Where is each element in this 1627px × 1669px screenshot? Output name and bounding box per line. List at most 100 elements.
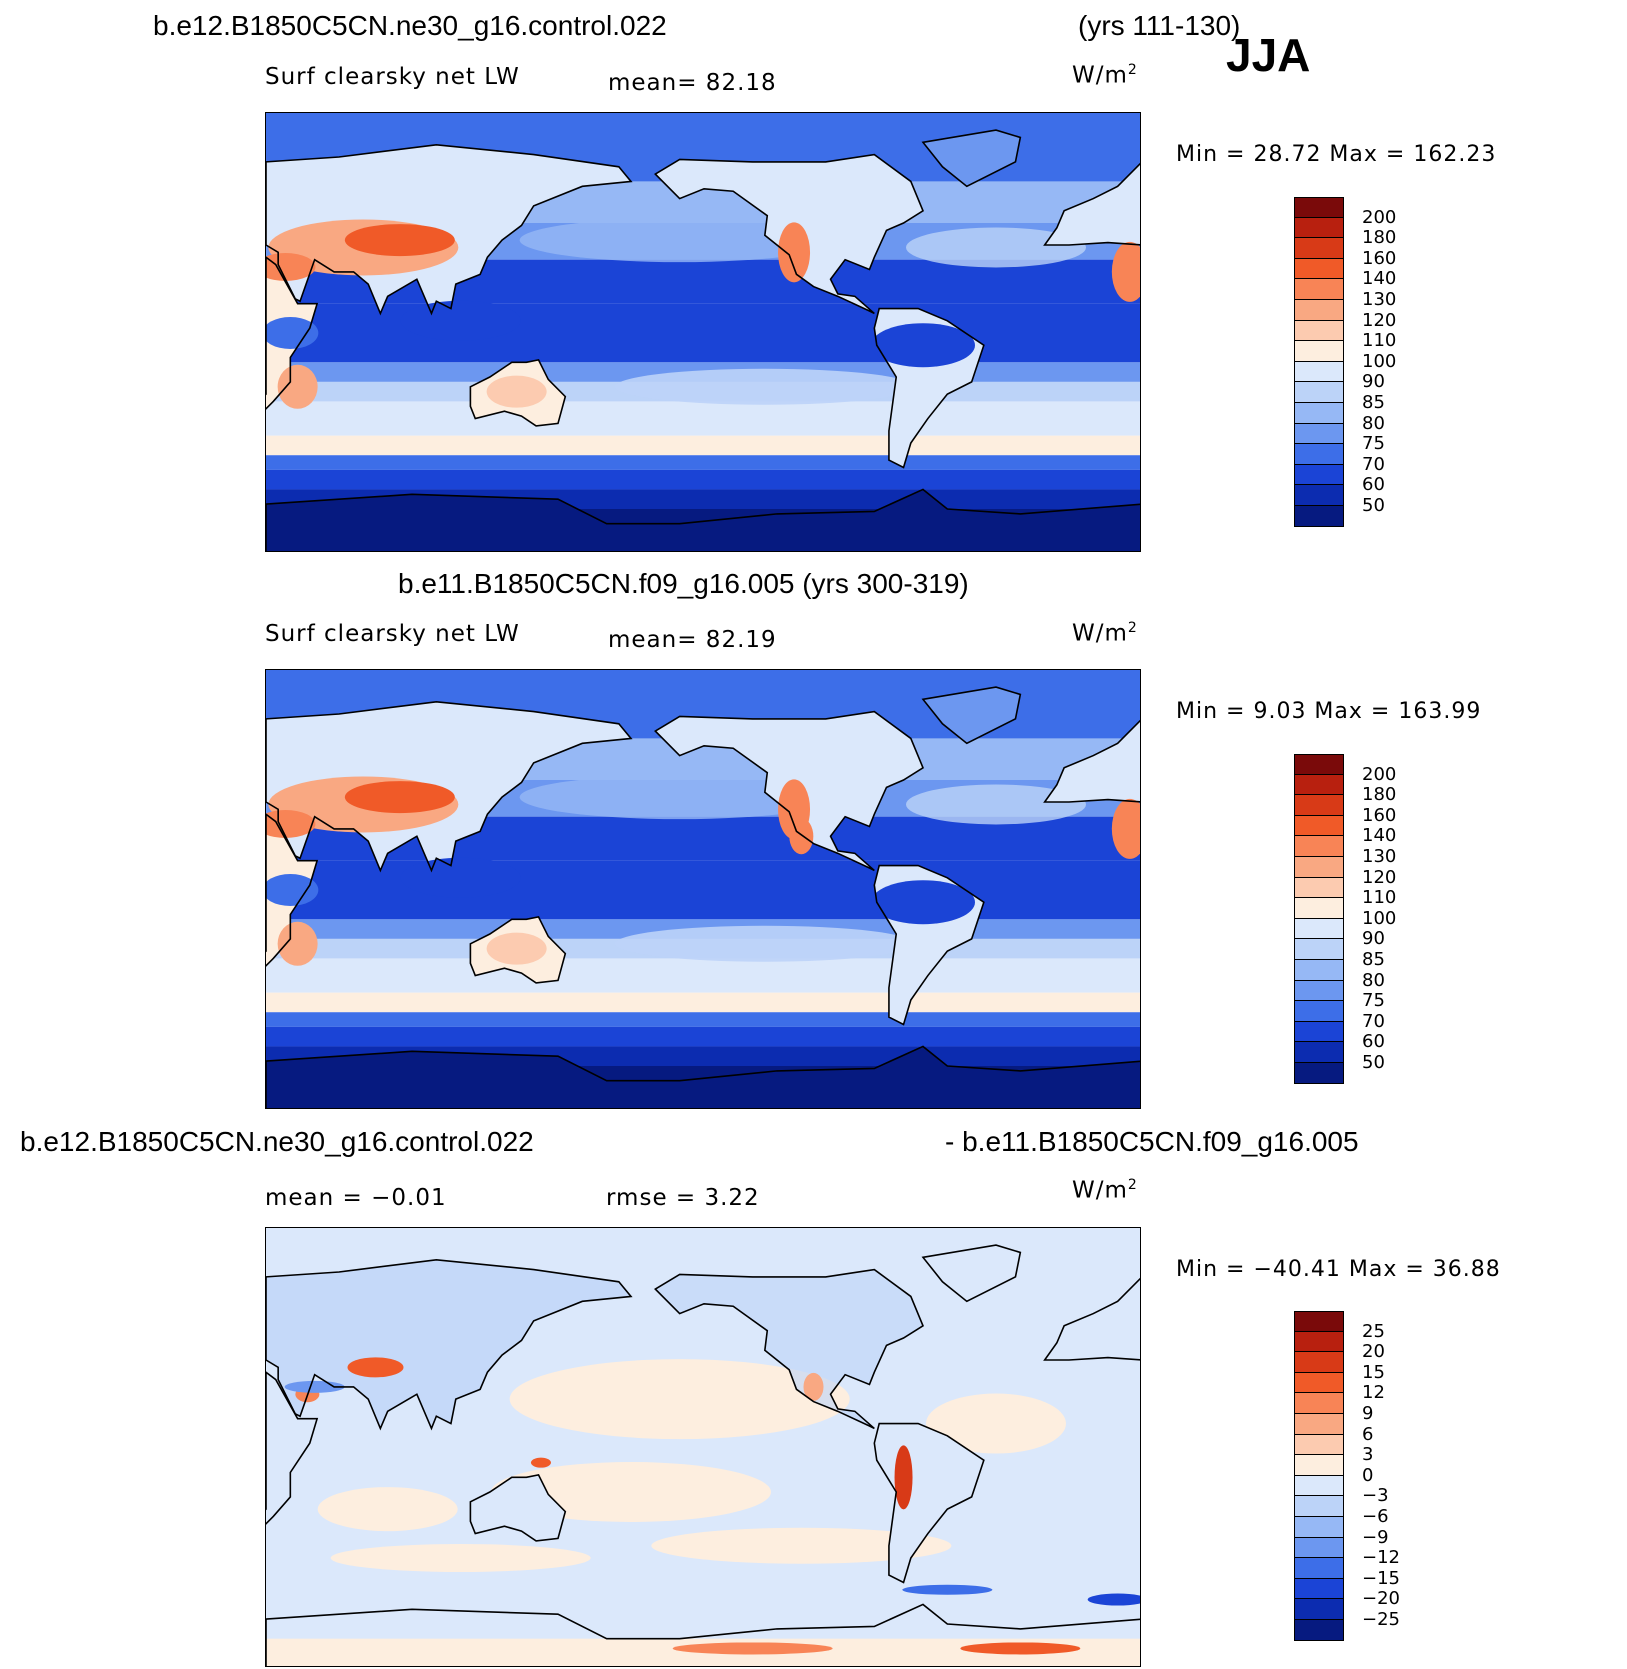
panel3-units: W/m2 — [1072, 1177, 1138, 1204]
colorbar-swatch — [1294, 1455, 1344, 1476]
colorbar-level-label: 75 — [1362, 433, 1385, 455]
colorbar-level-label: 85 — [1362, 392, 1385, 413]
colorbar-level-label: −6 — [1362, 1506, 1389, 1527]
colorbar-swatch — [1294, 939, 1344, 960]
colorbar-level-label: 70 — [1362, 1010, 1385, 1032]
colorbar-swatch — [1294, 300, 1344, 321]
coastline-namerica — [654, 1268, 924, 1430]
colorbar-level-label: 15 — [1362, 1361, 1385, 1383]
panel3-minmax: Min = −40.41 Max = 36.88 — [1176, 1257, 1501, 1282]
coastline-europe — [1043, 1277, 1140, 1361]
field-band — [266, 401, 1140, 436]
colorbar-swatch — [1294, 1042, 1344, 1063]
colorbar-level-label: 60 — [1362, 474, 1385, 496]
coastline-australia — [469, 915, 567, 984]
colorbar-level-label: 100 — [1362, 907, 1397, 929]
coastline-samerica — [873, 864, 985, 1026]
colorbar-swatch — [1294, 341, 1344, 362]
colorbar-swatch — [1294, 217, 1344, 239]
field-band — [266, 1026, 1140, 1047]
coastline-africa — [266, 256, 319, 410]
colorbar-level-label: 100 — [1362, 350, 1397, 372]
colorbar-swatch — [1294, 1599, 1344, 1620]
coastline-namerica — [654, 710, 924, 872]
colorbar-level-label: 90 — [1362, 928, 1385, 950]
colorbar-level-label: 0 — [1362, 1464, 1374, 1486]
panel3-mean-label: mean = −0.01 — [265, 1185, 447, 1211]
colorbar-swatch — [1294, 1311, 1344, 1332]
coastline-greenland — [921, 129, 1022, 188]
colorbar-swatch — [1294, 795, 1344, 816]
colorbar-swatch — [1294, 898, 1344, 919]
panel1-title-left: b.e12.B1850C5CN.ne30_g16.control.022 — [153, 10, 667, 41]
colorbar-swatch — [1294, 444, 1344, 465]
colorbar-level-label: 200 — [1362, 763, 1397, 785]
field-band — [266, 860, 1140, 920]
panel3-map-canvas — [266, 1228, 1140, 1666]
panel3-map — [265, 1227, 1141, 1667]
colorbar-level-label: −9 — [1362, 1526, 1389, 1548]
colorbar-level-label: 180 — [1362, 784, 1397, 806]
colorbar-level-label: 12 — [1362, 1382, 1385, 1404]
colorbar-swatch — [1294, 754, 1344, 775]
colorbar-swatch — [1294, 1331, 1344, 1353]
panel1-units: W/m2 — [1072, 62, 1138, 89]
colorbar-level-label: 6 — [1362, 1423, 1374, 1445]
panel1-title-right: (yrs 111-130) — [1078, 10, 1241, 41]
colorbar-swatch — [1294, 464, 1344, 486]
colorbar-level-label: −3 — [1362, 1485, 1389, 1507]
coastline-australia — [469, 358, 567, 427]
colorbar-swatch — [1294, 238, 1344, 259]
colorbar-swatch — [1294, 857, 1344, 878]
colorbar-swatch — [1294, 1063, 1344, 1084]
colorbar-level-label: 110 — [1362, 887, 1397, 909]
panel2-map — [265, 669, 1141, 1109]
colorbar-level-label: 180 — [1362, 227, 1397, 249]
coastline-greenland — [921, 686, 1022, 745]
colorbar-swatch — [1294, 1434, 1344, 1456]
field-band — [266, 1012, 1140, 1027]
panel1-colorbar: 200 180 160 140 130 120 110 100 90 85 80 75 70 60 50 — [1294, 197, 1396, 527]
colorbar-level-label: 80 — [1362, 412, 1385, 434]
colorbar-swatch — [1294, 877, 1344, 899]
panel1-mean-label: mean= 82.18 — [608, 70, 777, 96]
coastline-samerica — [873, 1422, 985, 1584]
panel1-minmax: Min = 28.72 Max = 162.23 — [1176, 142, 1497, 167]
coastline-antarctica — [266, 488, 1140, 551]
colorbar-swatch — [1294, 1372, 1344, 1394]
colorbar-swatch — [1294, 1352, 1344, 1373]
panel2-mean-label: mean= 82.19 — [608, 627, 777, 653]
panel2-title: b.e11.B1850C5CN.f09_g16.005 (yrs 300-319… — [398, 568, 969, 599]
colorbar-level-label: 50 — [1362, 495, 1385, 516]
field-band — [266, 992, 1140, 1013]
colorbar-swatch — [1294, 279, 1344, 300]
colorbar-swatch — [1294, 403, 1344, 424]
coastline-eurasia — [266, 143, 633, 316]
colorbar-swatch — [1294, 361, 1344, 383]
colorbar-level-label: 75 — [1362, 990, 1385, 1012]
field-band — [266, 435, 1140, 456]
colorbar-swatch — [1294, 258, 1344, 280]
colorbar-swatch — [1294, 1414, 1344, 1435]
coastline-samerica — [873, 307, 985, 469]
colorbar-swatch — [1294, 980, 1344, 1002]
panel2-map-canvas — [266, 670, 1140, 1108]
colorbar-swatch — [1294, 960, 1344, 981]
colorbar-level-label: 90 — [1362, 371, 1385, 393]
colorbar-swatch — [1294, 774, 1344, 796]
coastline-africa — [266, 1371, 319, 1525]
colorbar-level-label: 60 — [1362, 1031, 1385, 1053]
colorbar-swatch — [1294, 1021, 1344, 1043]
colorbar-level-label: 3 — [1362, 1444, 1374, 1466]
panel3-rmse-label: rmse = 3.22 — [606, 1185, 760, 1211]
colorbar-swatch — [1294, 1558, 1344, 1579]
colorbar-level-label: 130 — [1362, 846, 1397, 867]
coastline-europe — [1043, 162, 1140, 246]
coastline-antarctica — [266, 1603, 1140, 1666]
colorbar-swatch — [1294, 836, 1344, 857]
panel3-title-right: - b.e11.B1850C5CN.f09_g16.005 — [945, 1126, 1359, 1157]
panel3-colorbar: 25 20 15 12 9 6 3 0 −3 −6 −9 −12 −15 −20 −25 — [1294, 1311, 1400, 1641]
coastline-greenland — [921, 1244, 1022, 1303]
colorbar-level-label: 9 — [1362, 1403, 1374, 1424]
colorbar-level-label: 50 — [1362, 1052, 1385, 1073]
